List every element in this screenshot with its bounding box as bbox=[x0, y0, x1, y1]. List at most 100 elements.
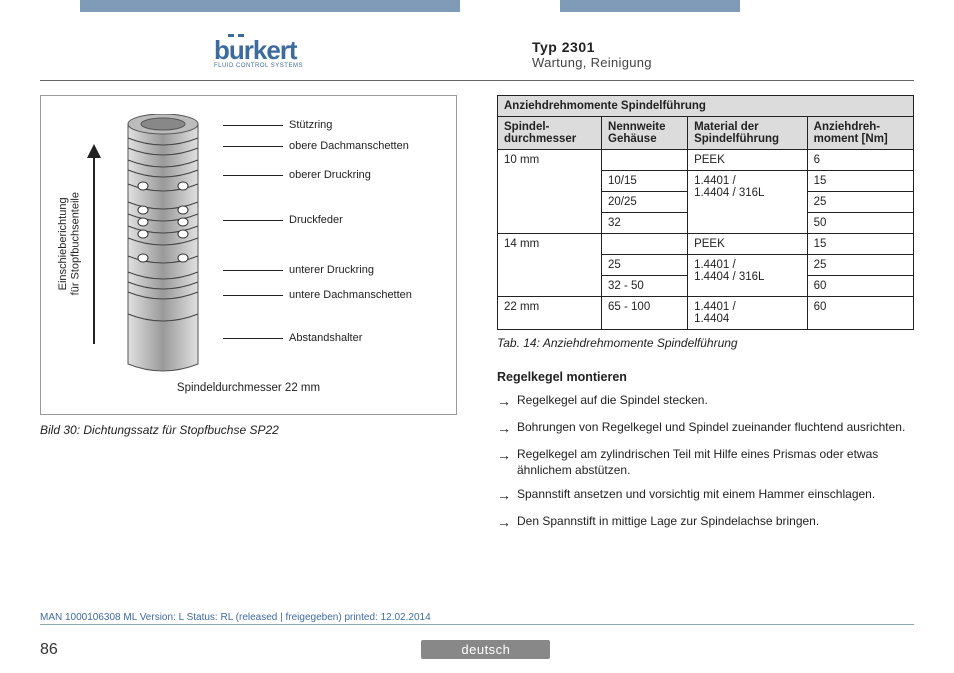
rot1: Einschieberichtung bbox=[57, 198, 69, 291]
cell: 22 mm bbox=[498, 297, 602, 330]
content: Einschieberichtung für Stopfbuchsenteile bbox=[40, 95, 914, 540]
arrow-right-icon: → bbox=[497, 513, 511, 532]
step-item: →Regelkegel am zylindrischen Teil mit Hi… bbox=[497, 446, 914, 478]
step-item: → Den Spannstift in mittige Lage zur Spin… bbox=[497, 513, 914, 532]
language-pill: deutsch bbox=[421, 640, 550, 659]
type-label: Typ 2301 bbox=[532, 39, 914, 55]
leader-text: obere Dachmanschetten bbox=[289, 140, 409, 152]
leader-label: unterer Druckring bbox=[223, 264, 374, 276]
left-column: Einschieberichtung für Stopfbuchsenteile bbox=[40, 95, 457, 540]
figure-caption: Bild 30: Dichtungssatz für Stopfbuchse S… bbox=[40, 423, 457, 437]
cell: 6 bbox=[807, 150, 913, 171]
step-text: Regelkegel auf die Spindel stecken. bbox=[517, 392, 708, 411]
leader-text: Druckfeder bbox=[289, 214, 343, 226]
footer-meta: MAN 1000106308 ML Version: L Status: RL … bbox=[40, 612, 914, 625]
header: burkert FLUID CONTROL SYSTEMS Typ 2301 W… bbox=[40, 39, 914, 81]
cell: PEEK bbox=[688, 150, 808, 171]
cell: 50 bbox=[807, 213, 913, 234]
cell: 60 bbox=[807, 297, 913, 330]
bar-left bbox=[80, 0, 460, 12]
leader-label: oberer Druckring bbox=[223, 169, 371, 181]
spindle-diameter-text: Spindeldurchmesser 22 mm bbox=[55, 382, 442, 394]
step-text: Den Spannstift in mittige Lage zur Spind… bbox=[517, 513, 819, 532]
step-item: → Spannstift ansetzen und vorsichtig mit … bbox=[497, 486, 914, 505]
cell: 1.4401 / 1.4404 / 316L bbox=[688, 171, 808, 234]
cell bbox=[602, 234, 688, 255]
cell: 14 mm bbox=[498, 234, 602, 297]
cell: 15 bbox=[807, 234, 913, 255]
leader-label: Stützring bbox=[223, 119, 332, 131]
cell: 65 - 100 bbox=[602, 297, 688, 330]
page-number: 86 bbox=[40, 641, 58, 659]
right-column: Anziehdrehmomente Spindelführung Spindel… bbox=[497, 95, 914, 540]
cell: 1.4401 / 1.4404 / 316L bbox=[688, 255, 808, 297]
cell: 20/25 bbox=[602, 192, 688, 213]
cell: 60 bbox=[807, 276, 913, 297]
cell: 10 mm bbox=[498, 150, 602, 234]
step-text: Spannstift ansetzen und vorsichtig mit e… bbox=[517, 486, 875, 505]
logo-text: burkert bbox=[214, 39, 297, 62]
stuffing-box-icon bbox=[113, 114, 213, 374]
th-spindle: Spindel- durchmesser bbox=[498, 117, 602, 150]
leader-line bbox=[223, 338, 283, 339]
leader-text: oberer Druckring bbox=[289, 169, 371, 181]
th-torque: Anziehdreh- moment [Nm] bbox=[807, 117, 913, 150]
step-item: → Bohrungen von Regelkegel und Spindel zu… bbox=[497, 419, 914, 438]
table-title: Anziehdrehmomente Spindelführung bbox=[498, 96, 914, 117]
leader-label: Abstandshalter bbox=[223, 332, 362, 344]
cell: 25 bbox=[807, 255, 913, 276]
rot2: für Stopfbuchsenteile bbox=[70, 192, 82, 295]
section-label: Wartung, Reinigung bbox=[532, 55, 914, 70]
leader-label: obere Dachmanschetten bbox=[223, 140, 409, 152]
arrow-right-icon: → bbox=[497, 419, 511, 438]
cell: 1.4401 / 1.4404 bbox=[688, 297, 808, 330]
cell: 32 bbox=[602, 213, 688, 234]
page: burkert FLUID CONTROL SYSTEMS Typ 2301 W… bbox=[0, 0, 954, 673]
arrow-right-icon: → bbox=[497, 486, 511, 505]
th-size: Nennweite Gehäuse bbox=[602, 117, 688, 150]
cylinder-graphic bbox=[103, 114, 223, 374]
bar-right bbox=[560, 0, 740, 12]
leader-text: Abstandshalter bbox=[289, 332, 362, 344]
header-right: Typ 2301 Wartung, Reinigung bbox=[477, 39, 914, 70]
diagram-box: Einschieberichtung für Stopfbuchsenteile bbox=[40, 95, 457, 415]
arrow-icon bbox=[85, 144, 103, 344]
insertion-direction-label: Einschieberichtung für Stopfbuchsenteile bbox=[57, 192, 82, 295]
arrow-right-icon: → bbox=[497, 392, 511, 411]
arrow-column: Einschieberichtung für Stopfbuchsenteile bbox=[55, 114, 85, 374]
arrow-right-icon: → bbox=[497, 446, 511, 478]
cell: 32 - 50 bbox=[602, 276, 688, 297]
leader-line bbox=[223, 295, 283, 296]
decorative-bars bbox=[0, 0, 954, 14]
leader-line bbox=[223, 125, 283, 126]
leader-label: untere Dachmanschetten bbox=[223, 289, 412, 301]
leader-line bbox=[223, 146, 283, 147]
logo-block: burkert FLUID CONTROL SYSTEMS bbox=[40, 39, 477, 69]
step-item: → Regelkegel auf die Spindel stecken. bbox=[497, 392, 914, 411]
mount-heading: Regelkegel montieren bbox=[497, 370, 914, 384]
footer: 86 deutsch bbox=[40, 640, 914, 659]
label-column: Stützring obere Dachmanschetten oberer Dru… bbox=[223, 114, 442, 374]
step-text: Regelkegel am zylindrischen Teil mit Hil… bbox=[517, 446, 914, 478]
cell: 25 bbox=[602, 255, 688, 276]
cell: 10/15 bbox=[602, 171, 688, 192]
table-caption: Tab. 14: Anziehdrehmomente Spindelführun… bbox=[497, 336, 914, 350]
arrow-svg-col bbox=[85, 114, 103, 374]
cell: PEEK bbox=[688, 234, 808, 255]
steps-list: → Regelkegel auf die Spindel stecken. → Boh… bbox=[497, 392, 914, 532]
logo: burkert FLUID CONTROL SYSTEMS bbox=[214, 39, 303, 69]
leader-label: Druckfeder bbox=[223, 214, 343, 226]
leader-line bbox=[223, 220, 283, 221]
leader-line bbox=[223, 270, 283, 271]
th-material: Material der Spindelführung bbox=[688, 117, 808, 150]
leader-text: unterer Druckring bbox=[289, 264, 374, 276]
leader-text: Stützring bbox=[289, 119, 332, 131]
leader-line bbox=[223, 175, 283, 176]
step-text: Bohrungen von Regelkegel und Spindel zue… bbox=[517, 419, 905, 438]
cell bbox=[602, 150, 688, 171]
diagram-inner: Einschieberichtung für Stopfbuchsenteile bbox=[55, 114, 442, 374]
cell: 15 bbox=[807, 171, 913, 192]
cell: 25 bbox=[807, 192, 913, 213]
leader-text: untere Dachmanschetten bbox=[289, 289, 412, 301]
torque-table: Anziehdrehmomente Spindelführung Spindel… bbox=[497, 95, 914, 330]
